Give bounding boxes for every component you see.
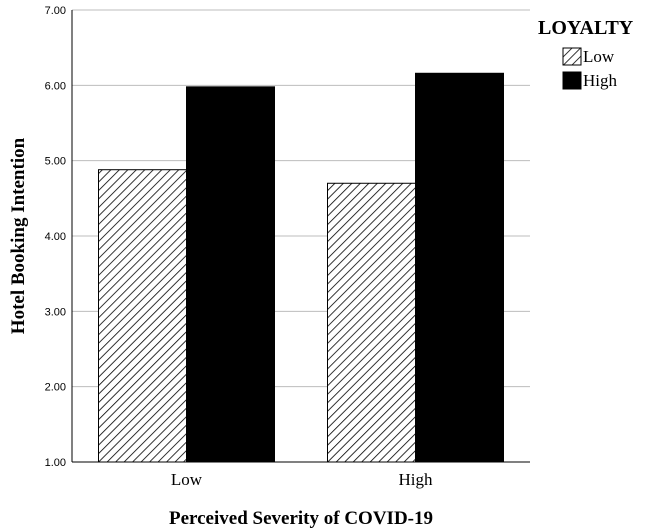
y-axis-ticks: 1.00 2.00 3.00 4.00 5.00 6.00 7.00 bbox=[45, 5, 66, 469]
y-axis-label: Hotel Booking Intention bbox=[8, 137, 29, 334]
x-axis-categories: Low High bbox=[171, 470, 433, 489]
bar bbox=[415, 72, 504, 463]
bar bbox=[186, 86, 275, 463]
legend-swatch bbox=[562, 47, 582, 66]
x-tick-label: High bbox=[399, 470, 434, 489]
legend-label: Low bbox=[583, 47, 615, 66]
y-tick-label: 1.00 bbox=[45, 457, 66, 469]
bar bbox=[327, 182, 416, 463]
x-axis-label: Perceived Severity of COVID-19 bbox=[169, 508, 433, 529]
y-tick-label: 3.00 bbox=[45, 306, 66, 318]
x-tick-label: Low bbox=[171, 470, 203, 489]
y-tick-label: 6.00 bbox=[45, 80, 66, 92]
legend-label: High bbox=[583, 71, 618, 90]
legend-swatch bbox=[562, 71, 582, 90]
bars bbox=[98, 72, 504, 463]
legend: LOYALTY Low High bbox=[538, 17, 634, 90]
y-tick-label: 5.00 bbox=[45, 156, 66, 168]
legend-title: LOYALTY bbox=[538, 17, 634, 39]
y-tick-label: 2.00 bbox=[45, 382, 66, 394]
y-tick-label: 4.00 bbox=[45, 231, 66, 243]
bar bbox=[98, 169, 187, 463]
y-tick-label: 7.00 bbox=[45, 5, 66, 17]
